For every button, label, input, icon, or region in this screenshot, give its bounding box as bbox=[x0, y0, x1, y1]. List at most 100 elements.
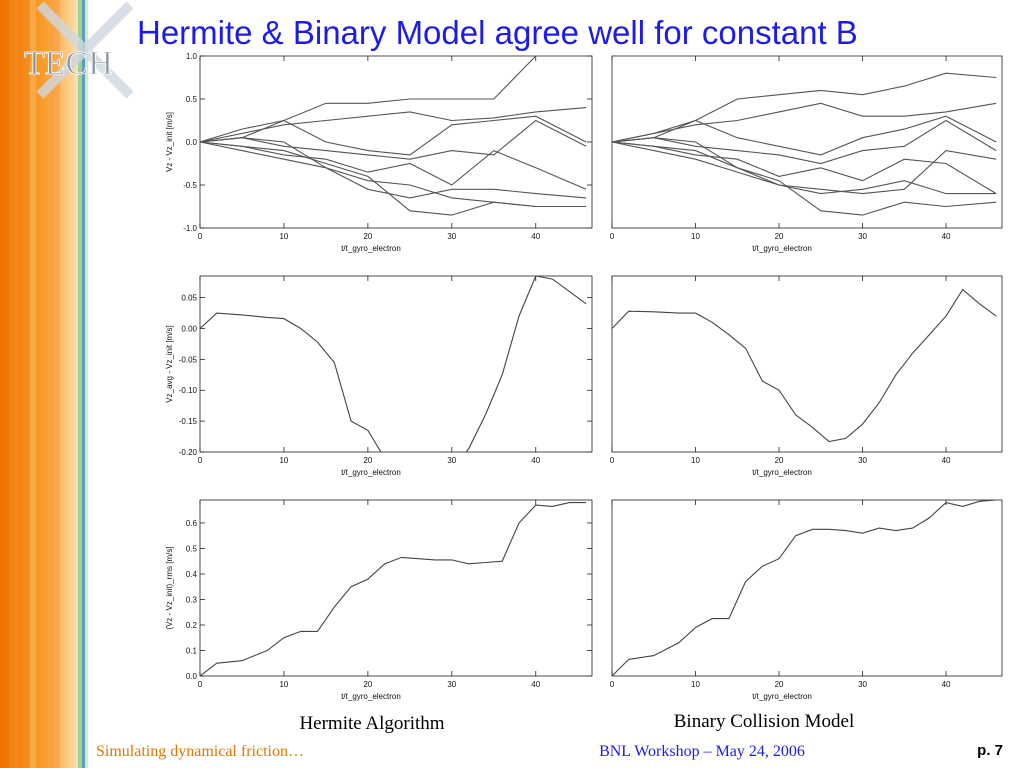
plot-area bbox=[612, 288, 997, 443]
footer-center: BNL Workshop – May 24, 2006 bbox=[599, 743, 805, 760]
x-tick-label: 40 bbox=[942, 232, 951, 241]
x-tick-label: 20 bbox=[363, 680, 372, 689]
y-tick-label: 1.0 bbox=[186, 52, 198, 61]
chart: 0 10 20 30 40 t/t_gyro_electron bbox=[610, 499, 1003, 701]
y-tick-label: 0.00 bbox=[181, 324, 197, 333]
data-line bbox=[200, 276, 587, 452]
y-tick-label: 0.4 bbox=[186, 570, 198, 579]
data-line bbox=[200, 56, 587, 143]
x-tick-label: 10 bbox=[279, 232, 288, 241]
y-tick-label: 0.5 bbox=[186, 544, 198, 553]
caption: Hermite Algorithm bbox=[299, 713, 444, 734]
plot-frame bbox=[199, 55, 593, 229]
y-tick-label: -0.20 bbox=[179, 448, 198, 457]
data-line bbox=[200, 115, 587, 156]
x-tick-label: 0 bbox=[198, 456, 203, 465]
y-tick-label: 0.0 bbox=[186, 138, 198, 147]
chart: 0 10 20 30 40 t/t_gyro_electron bbox=[610, 55, 1003, 253]
y-tick-label: 0.6 bbox=[186, 519, 198, 528]
plot-area bbox=[200, 276, 587, 452]
x-axis-label: t/t_gyro_electron bbox=[752, 692, 812, 701]
x-tick-label: 10 bbox=[691, 232, 700, 241]
data-line bbox=[200, 119, 587, 160]
y-tick-label: 0.0 bbox=[186, 672, 198, 681]
data-line bbox=[612, 115, 997, 156]
data-line bbox=[612, 141, 997, 216]
footer-left: Simulating dynamical friction… bbox=[96, 743, 304, 760]
x-axis-label: t/t_gyro_electron bbox=[341, 692, 401, 701]
x-tick-label: 20 bbox=[775, 232, 784, 241]
x-tick-label: 20 bbox=[775, 680, 784, 689]
data-line bbox=[200, 141, 587, 199]
x-axis-label: t/t_gyro_electron bbox=[752, 244, 812, 253]
y-tick-label: 0.05 bbox=[181, 294, 197, 303]
x-tick-label: 30 bbox=[858, 680, 867, 689]
data-line bbox=[612, 137, 997, 195]
x-tick-label: 40 bbox=[942, 680, 951, 689]
y-axis-label: Vz_avg - Vz_init [m/s] bbox=[165, 325, 174, 402]
data-line bbox=[612, 288, 997, 443]
x-tick-label: 30 bbox=[447, 456, 456, 465]
x-axis-label: t/t_gyro_electron bbox=[341, 468, 401, 477]
y-tick-label: -1.0 bbox=[183, 224, 197, 233]
plot-frame bbox=[611, 499, 1003, 677]
plot-area bbox=[612, 72, 997, 216]
plot-frame bbox=[611, 55, 1003, 229]
plot-frame bbox=[199, 275, 593, 453]
x-tick-label: 30 bbox=[858, 232, 867, 241]
y-tick-label: 0.5 bbox=[186, 95, 198, 104]
x-tick-label: 0 bbox=[610, 456, 615, 465]
x-tick-label: 10 bbox=[279, 456, 288, 465]
data-line bbox=[612, 141, 997, 195]
plot-area bbox=[200, 502, 587, 676]
y-tick-label: 0.3 bbox=[186, 595, 198, 604]
x-tick-label: 10 bbox=[691, 680, 700, 689]
chart: 0 10 20 30 40 t/t_gyro_electron 0.05 0.00 -0.05 -… bbox=[165, 275, 593, 477]
data-line bbox=[612, 102, 997, 143]
data-line bbox=[200, 137, 587, 208]
plot-frame bbox=[611, 275, 1003, 453]
x-tick-label: 30 bbox=[447, 232, 456, 241]
data-line bbox=[612, 500, 997, 676]
plot-frame bbox=[199, 499, 593, 677]
x-tick-label: 40 bbox=[531, 456, 540, 465]
y-tick-label: -0.05 bbox=[179, 355, 198, 364]
y-tick-label: 0.2 bbox=[186, 621, 198, 630]
x-axis-label: t/t_gyro_electron bbox=[752, 468, 812, 477]
y-tick-label: -0.10 bbox=[179, 386, 198, 395]
logo: TECH bbox=[24, 1, 134, 99]
y-tick-label: -0.15 bbox=[179, 417, 198, 426]
x-tick-label: 40 bbox=[531, 232, 540, 241]
x-tick-label: 0 bbox=[610, 232, 615, 241]
chart: 0 10 20 30 40 t/t_gyro_electron 0.0 0.1 0.2 0.3 0.… bbox=[165, 499, 593, 701]
x-tick-label: 20 bbox=[363, 232, 372, 241]
x-tick-label: 10 bbox=[279, 680, 288, 689]
y-axis-label: (Vz - Vz_init)_rms [m/s] bbox=[165, 546, 174, 629]
charts: 0 10 20 30 40 t/t_gyro_electron 1.0 0.5 0.0 -0.5 -… bbox=[165, 52, 1003, 701]
x-tick-label: 40 bbox=[942, 456, 951, 465]
slide-title: Hermite & Binary Model agree well for co… bbox=[137, 14, 858, 51]
y-tick-label: 0.1 bbox=[186, 646, 198, 655]
x-tick-label: 20 bbox=[775, 456, 784, 465]
data-line bbox=[200, 141, 587, 190]
x-tick-label: 0 bbox=[198, 680, 203, 689]
x-tick-label: 30 bbox=[447, 680, 456, 689]
plot-area bbox=[612, 500, 997, 676]
side-strip bbox=[0, 0, 88, 768]
page-number: p. 7 bbox=[977, 742, 1003, 759]
data-line bbox=[200, 502, 587, 676]
x-tick-label: 0 bbox=[198, 232, 203, 241]
chart: 0 10 20 30 40 t/t_gyro_electron bbox=[610, 275, 1003, 477]
y-tick-label: -0.5 bbox=[183, 181, 197, 190]
x-tick-label: 30 bbox=[858, 456, 867, 465]
x-tick-label: 40 bbox=[531, 680, 540, 689]
plot-area bbox=[200, 56, 587, 216]
x-tick-label: 10 bbox=[691, 456, 700, 465]
x-axis-label: t/t_gyro_electron bbox=[341, 244, 401, 253]
logo-text: TECH bbox=[24, 45, 113, 82]
caption: Binary Collision Model bbox=[674, 711, 855, 732]
data-line bbox=[612, 141, 997, 195]
x-tick-label: 20 bbox=[363, 456, 372, 465]
data-line bbox=[200, 107, 587, 143]
